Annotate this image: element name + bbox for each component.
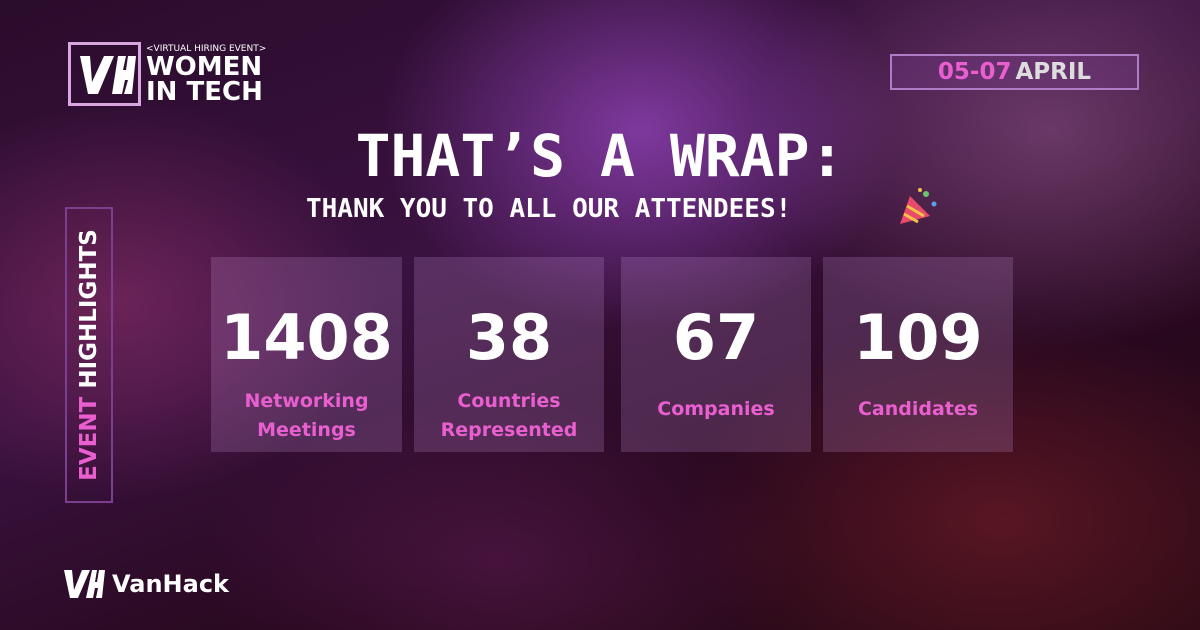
brand: VanHack (112, 570, 230, 598)
stat-label: Candidates (823, 395, 1013, 424)
sidebar-box: EVENT HIGHLIGHTS (65, 207, 113, 503)
stat-card: 109 Candidates (823, 257, 1013, 452)
stat-label: Countries Represented (414, 387, 604, 445)
logo-mark (68, 42, 141, 106)
headline: THAT’S A WRAP: (355, 122, 845, 190)
stat-value: 109 (853, 301, 983, 374)
event-title: WOMEN IN TECH (146, 52, 263, 107)
label-line: Networking (244, 390, 369, 412)
stat-label: Companies (621, 395, 811, 424)
label-line: Represented (440, 419, 578, 441)
label-line: Candidates (857, 398, 979, 420)
stat-value: 38 (465, 301, 553, 374)
label-line: Countries (457, 390, 561, 412)
date-month: APRIL (1015, 59, 1092, 85)
date-days: 05-07 (937, 59, 1012, 85)
sidebar-word: EVENT (76, 396, 102, 481)
stat-card: 67 Companies (621, 257, 811, 452)
title-line: IN TECH (146, 77, 263, 107)
sidebar-word: HIGHLIGHTS (76, 229, 102, 389)
party-icon (900, 188, 937, 224)
title-line: WOMEN (146, 52, 263, 82)
label-line: Companies (657, 398, 775, 420)
subtitle: THANK YOU TO ALL OUR ATTENDEES! (306, 194, 792, 224)
brand-mark (64, 570, 105, 598)
tagline: <VIRTUAL HIRING EVENT> (146, 44, 267, 54)
stat-card: 1408 Networking Meetings (211, 257, 402, 452)
sidebar-label: EVENT HIGHLIGHTS (76, 229, 102, 481)
stat-value: 67 (672, 301, 760, 374)
stat-value: 1408 (220, 301, 393, 374)
stat-card: 38 Countries Represented (414, 257, 604, 452)
date-box: 05-07 APRIL (890, 54, 1139, 90)
stat-label: Networking Meetings (211, 387, 402, 445)
label-line: Meetings (257, 419, 356, 441)
